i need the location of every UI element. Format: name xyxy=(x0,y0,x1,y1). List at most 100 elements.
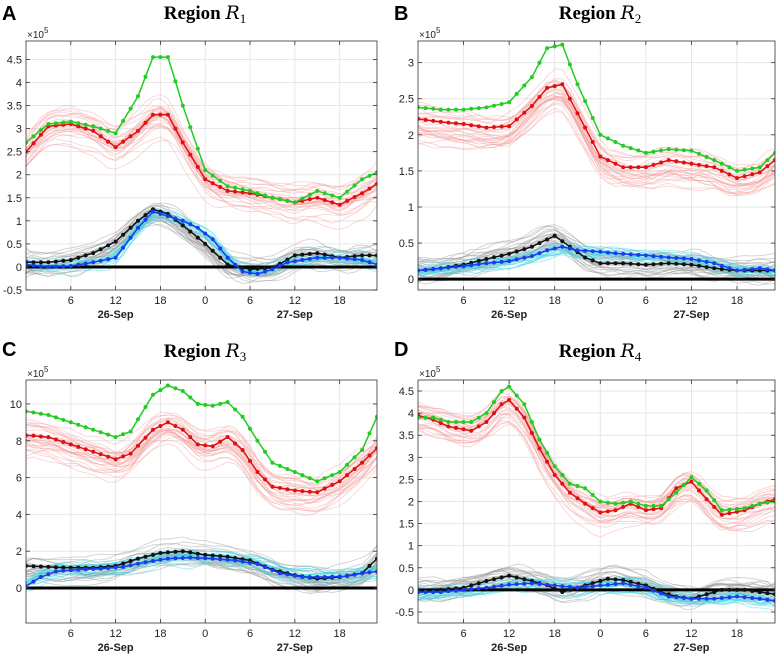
data-point-blue xyxy=(438,590,443,595)
data-point-red xyxy=(151,427,155,432)
data-point-blue xyxy=(53,264,58,269)
data-point-red xyxy=(507,397,512,402)
data-point-green xyxy=(666,497,671,502)
data-point-red xyxy=(590,506,595,511)
data-point-green xyxy=(277,197,282,202)
data-point-blue xyxy=(469,587,474,592)
data-point-blue xyxy=(742,267,747,272)
data-point-black xyxy=(704,265,709,270)
data-point-blue xyxy=(352,257,357,262)
ensemble-line-red xyxy=(26,419,377,491)
y-tick-label: 0 xyxy=(16,262,22,274)
data-point-red xyxy=(225,188,230,193)
data-point-blue xyxy=(765,597,770,602)
series-line-green xyxy=(418,385,775,512)
data-point-green xyxy=(375,170,377,175)
data-point-blue xyxy=(605,582,610,587)
data-point-red xyxy=(360,191,365,196)
data-point-blue xyxy=(165,214,170,219)
title-variable: R xyxy=(224,2,239,24)
ensemble-line-red xyxy=(26,429,377,497)
data-point-blue xyxy=(26,262,28,267)
data-point-blue xyxy=(255,562,260,567)
y-tick-label: 3.5 xyxy=(399,430,414,442)
x-tick-label: 6 xyxy=(461,628,467,640)
data-point-blue xyxy=(277,263,282,268)
data-point-black xyxy=(514,249,519,254)
x-tick-label: 12 xyxy=(685,628,697,640)
ensemble-line-gray xyxy=(418,232,775,265)
y-tick-label: 3 xyxy=(16,124,22,136)
data-point-green xyxy=(345,462,350,467)
data-point-black xyxy=(151,552,155,557)
data-point-blue xyxy=(423,267,428,272)
data-point-blue xyxy=(636,584,641,589)
data-point-red xyxy=(545,459,550,464)
data-point-black xyxy=(300,252,305,257)
ensemble-line-gray xyxy=(26,555,377,591)
data-point-black xyxy=(545,237,550,242)
data-point-red xyxy=(735,176,739,181)
data-point-red xyxy=(598,154,603,159)
data-point-green xyxy=(203,402,208,407)
data-point-green xyxy=(651,149,656,154)
data-point-black xyxy=(248,267,252,272)
data-point-red xyxy=(613,508,618,513)
data-point-black xyxy=(613,577,618,582)
data-point-black xyxy=(68,258,73,262)
data-point-black xyxy=(210,553,215,558)
data-point-green xyxy=(438,417,443,422)
scale-exponent: 5 xyxy=(44,26,49,35)
ensemble-line-red xyxy=(26,126,377,211)
data-point-blue xyxy=(659,591,664,596)
data-point-red xyxy=(529,104,534,108)
ensemble-line-red xyxy=(418,416,775,529)
data-point-red xyxy=(659,160,664,165)
data-point-red xyxy=(476,424,481,429)
ensemble-line-cyan xyxy=(418,581,775,605)
data-point-red xyxy=(218,439,223,444)
ensemble-line-red xyxy=(418,107,775,194)
data-point-green xyxy=(423,415,428,420)
y-tick-label: 3 xyxy=(408,58,414,70)
data-point-blue xyxy=(367,260,372,265)
ensemble-line-cyan xyxy=(26,220,377,274)
data-point-red xyxy=(454,425,458,430)
data-point-blue xyxy=(583,248,588,253)
data-point-green xyxy=(461,107,466,112)
data-point-blue xyxy=(248,560,252,565)
data-point-blue xyxy=(285,260,290,265)
ensemble-line-red xyxy=(418,81,775,166)
data-point-green xyxy=(697,151,701,156)
data-point-green xyxy=(552,44,557,49)
data-point-red xyxy=(446,120,451,125)
data-point-red xyxy=(719,168,724,173)
data-point-green xyxy=(225,400,230,405)
data-point-red xyxy=(613,161,618,166)
data-point-red xyxy=(765,164,770,169)
data-point-green xyxy=(757,501,762,506)
series-green xyxy=(418,42,775,173)
data-point-green xyxy=(545,450,550,455)
x-tick-label: 6 xyxy=(247,295,253,307)
data-point-black xyxy=(61,565,66,570)
ensemble-line-red xyxy=(418,388,775,507)
ensemble-line-gray xyxy=(26,222,377,278)
ensemble-line-gray xyxy=(418,242,775,282)
x-tick-label: 12 xyxy=(289,295,301,307)
ensemble-line-gray xyxy=(26,212,377,277)
axes-box xyxy=(417,40,776,291)
y-tick-label: 4.5 xyxy=(399,386,414,398)
title-subscript: 2 xyxy=(635,11,642,26)
data-point-green xyxy=(255,438,260,443)
data-point-green xyxy=(292,200,297,205)
data-point-green xyxy=(195,146,200,151)
data-point-green xyxy=(757,165,762,170)
data-point-black xyxy=(38,260,43,265)
data-point-blue xyxy=(621,251,626,256)
ensemble-line-red xyxy=(26,433,377,512)
data-point-green xyxy=(598,499,603,504)
data-point-blue xyxy=(560,584,565,589)
data-point-red xyxy=(263,477,267,482)
data-point-green xyxy=(270,460,275,465)
